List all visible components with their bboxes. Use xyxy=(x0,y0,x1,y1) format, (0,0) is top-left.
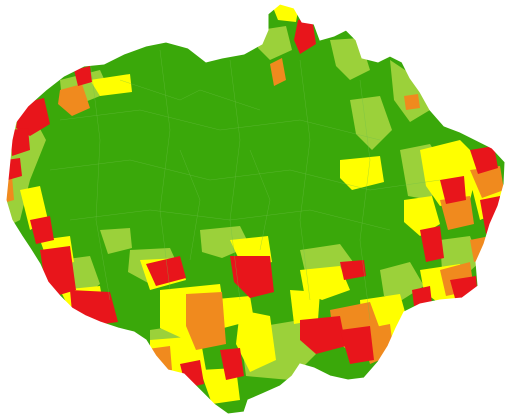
red-regions xyxy=(6,18,502,388)
municipal-boundaries xyxy=(49,49,441,321)
